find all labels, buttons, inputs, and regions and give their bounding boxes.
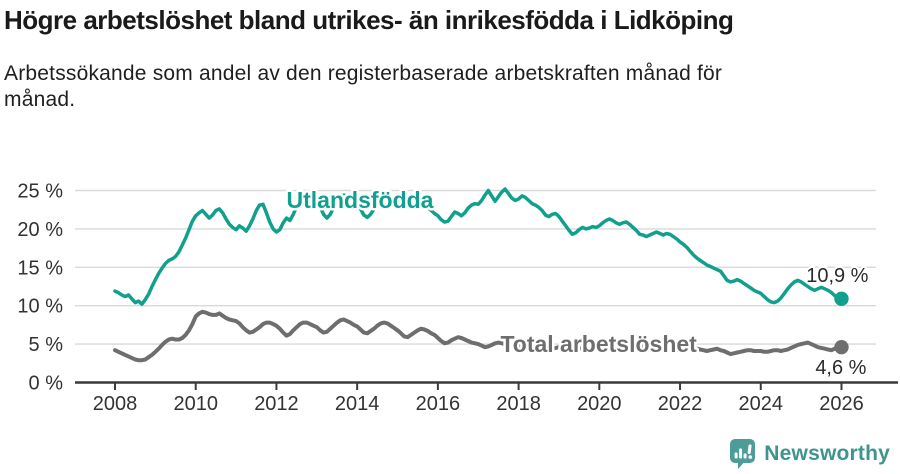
x-axis-tick-label: 2016 (416, 393, 461, 415)
unemployment-line-chart: 0 % 5 % 10 % 15 % 20 % 25 % 2008 2010 2012 2014 20… (17, 181, 898, 415)
chart-subtitle: Arbetssökande som andel av den registerb… (4, 61, 723, 112)
series-label: Total arbetslöshet (500, 331, 697, 357)
series-end-dot (834, 339, 849, 355)
x-axis-tick-label: 2018 (496, 393, 541, 415)
x-axis-tick-label: 2008 (93, 393, 138, 415)
newsworthy-logo-icon (730, 439, 756, 469)
brand-name: Newsworthy (764, 441, 890, 465)
series-line-total (113, 309, 844, 363)
x-axis-tick-label: 2022 (658, 393, 703, 415)
series-end-value-label: 10,9 % (806, 265, 868, 287)
series-line-utlandsfodda (113, 187, 844, 306)
x-axis-tick-label: 2014 (335, 393, 380, 415)
y-axis-tick-label: 15 % (17, 257, 63, 279)
x-axis-tick-label: 2024 (739, 393, 784, 415)
series-end-dot (834, 291, 849, 306)
y-axis-tick-label: 5 % (29, 334, 64, 356)
x-axis-tick-label: 2020 (577, 393, 622, 415)
y-axis-tick-label: 25 % (17, 181, 63, 203)
brand-logo: Newsworthy (729, 438, 890, 469)
x-axis-tick-label: 2010 (173, 393, 218, 415)
x-axis-tick-label: 2026 (819, 393, 864, 415)
x-axis-tick-label: 2012 (254, 393, 299, 415)
header: Högre arbetslöshet bland utrikes- än inr… (4, 4, 896, 114)
y-axis-tick-label: 20 % (17, 219, 63, 241)
y-axis-tick-label: 10 % (17, 296, 63, 318)
y-axis-tick-label: 0 % (29, 373, 64, 395)
series-label: Utlandsfödda (287, 187, 434, 213)
series-end-value-label: 4,6 % (815, 357, 866, 379)
chart-title: Högre arbetslöshet bland utrikes- än inr… (4, 5, 734, 35)
